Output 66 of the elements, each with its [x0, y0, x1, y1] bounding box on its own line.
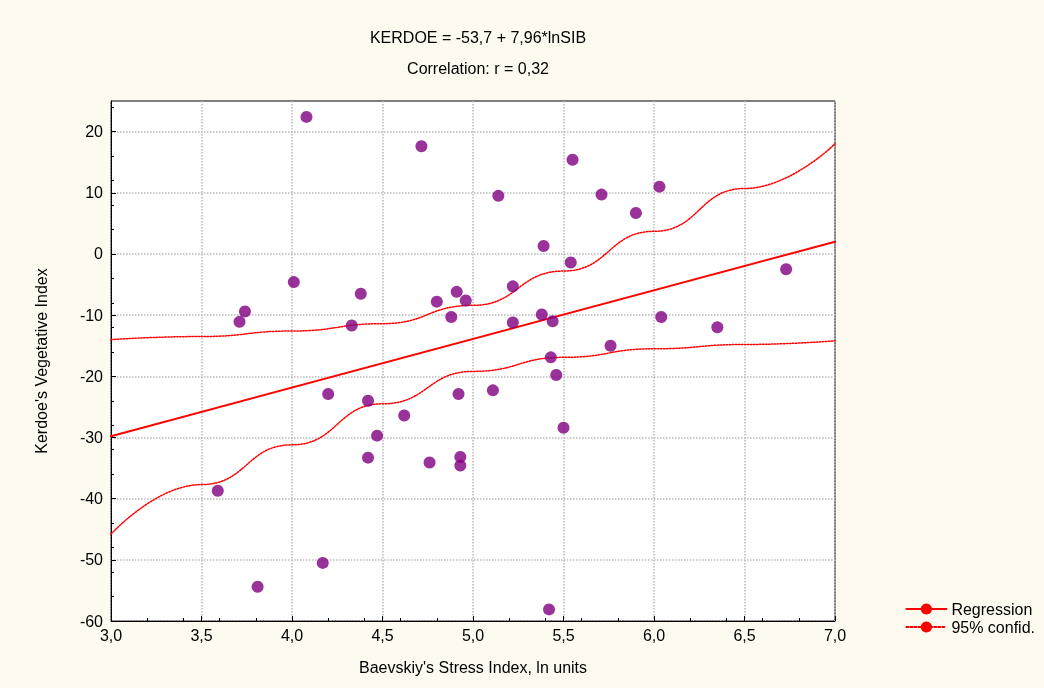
point: [322, 388, 335, 401]
x-tick-label: 4,0: [280, 626, 304, 644]
point: [362, 394, 375, 407]
point: [655, 310, 668, 323]
point: [711, 321, 724, 334]
point: [362, 451, 375, 464]
y-tick-label: -20: [79, 367, 104, 385]
legend-label: Regression: [951, 600, 1033, 618]
point: [454, 459, 467, 472]
point: [653, 180, 666, 193]
point: [557, 421, 570, 434]
y-tick-label: -30: [79, 428, 104, 446]
point: [415, 140, 428, 153]
point: [564, 256, 577, 269]
point: [316, 556, 329, 569]
y-tick-label: -10: [79, 306, 104, 324]
point: [550, 369, 563, 382]
x-axis-title: Baevskiy's Stress Index, ln units: [358, 658, 588, 676]
point: [452, 388, 465, 401]
point: [486, 384, 499, 397]
line-series: [110, 143, 836, 341]
x-tick-label: 7,0: [823, 626, 847, 644]
x-tick-label: 6,5: [733, 626, 756, 644]
x-tick-label: 6,0: [642, 626, 666, 644]
chart-subtitle: Correlation: r = 0,32: [407, 59, 550, 77]
point: [211, 484, 224, 497]
point: [780, 263, 793, 276]
point: [492, 189, 505, 202]
x-tick-label: 5,0: [461, 626, 485, 644]
point: [537, 239, 550, 252]
point: [506, 316, 519, 329]
y-tick-label: -40: [79, 490, 104, 508]
point: [544, 351, 557, 364]
y-tick-label: 10: [85, 184, 104, 202]
point: [423, 456, 436, 469]
point: [287, 276, 300, 289]
point: [238, 305, 251, 318]
point: [595, 188, 608, 201]
point: [629, 206, 642, 219]
point: [535, 308, 548, 321]
x-tick-label: 5,5: [552, 626, 575, 644]
line-series: [110, 340, 836, 535]
point: [345, 319, 358, 332]
point: [354, 287, 367, 300]
y-axis-title: Kerdoe's Vegetative Index: [32, 268, 50, 454]
point: [450, 285, 463, 298]
point: [445, 310, 458, 323]
legend-label: 95% confid.: [951, 618, 1035, 636]
point: [371, 429, 384, 442]
point: [233, 315, 246, 328]
y-tick-label: 0: [94, 245, 104, 263]
point: [546, 315, 559, 328]
point: [300, 110, 313, 123]
y-tick-label: 20: [85, 123, 104, 141]
point: [543, 603, 556, 616]
x-tick-label: 4,5: [371, 626, 394, 644]
point: [430, 295, 443, 308]
chart-title: KERDOE = -53,7 + 7,96*lnSIB: [369, 28, 587, 46]
y-tick-label: -50: [79, 551, 104, 569]
point: [398, 409, 411, 422]
point: [506, 280, 519, 293]
point: [251, 580, 264, 593]
x-tick-label: 3,5: [190, 626, 213, 644]
point: [604, 339, 617, 352]
point: [566, 153, 579, 166]
point: [459, 294, 472, 307]
